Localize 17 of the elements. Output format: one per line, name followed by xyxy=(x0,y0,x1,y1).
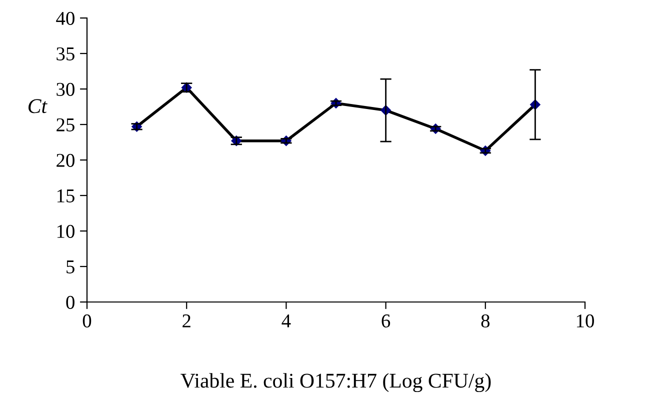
y-tick-label: 35 xyxy=(56,47,74,60)
x-tick-label: 0 xyxy=(82,314,92,328)
y-tick-label: 5 xyxy=(66,260,74,274)
y-tick-label: 40 xyxy=(56,12,74,25)
y-tick-label: 25 xyxy=(56,118,74,132)
y-tick-label: 0 xyxy=(66,296,74,309)
x-tick-label: 4 xyxy=(282,314,291,328)
y-tick-label: 20 xyxy=(56,154,74,167)
y-tick-label: 15 xyxy=(57,189,74,202)
x-tick-label: 8 xyxy=(481,314,490,328)
x-tick-label: 2 xyxy=(182,314,190,328)
x-tick-label: 6 xyxy=(382,314,390,328)
y-axis-title: Ct xyxy=(28,99,48,114)
y-tick-label: 10 xyxy=(57,224,74,238)
x-axis-title: Viable E. coli O157:H7 (Log CFU/g) xyxy=(180,373,491,392)
y-tick-label: 30 xyxy=(56,82,74,96)
x-tick-label: 10 xyxy=(576,314,594,328)
